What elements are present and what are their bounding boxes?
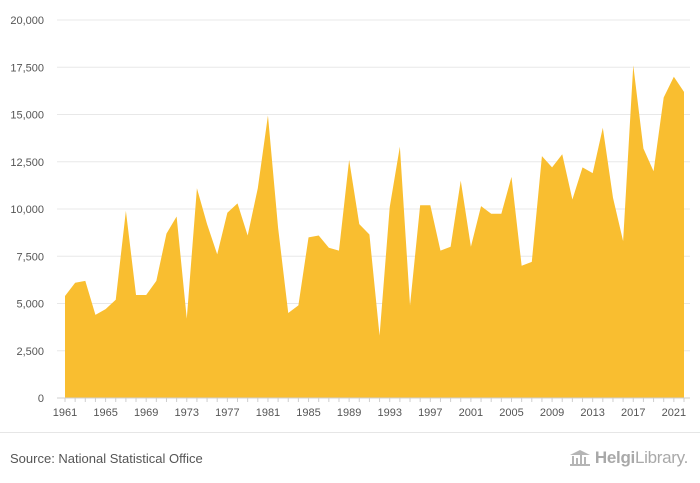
x-tick-label: 2005 <box>499 407 523 419</box>
x-tick-label: 2001 <box>459 407 483 419</box>
x-tick-label: 1977 <box>215 407 239 419</box>
x-tick-label: 1969 <box>134 407 158 419</box>
x-tick-label: 1981 <box>256 407 280 419</box>
x-tick-label: 1985 <box>296 407 320 419</box>
series-area <box>65 65 684 399</box>
x-tick-label: 1997 <box>418 407 442 419</box>
y-tick-label: 7,500 <box>16 251 44 263</box>
x-tick-label: 2013 <box>580 407 604 419</box>
y-tick-label: 5,000 <box>16 299 44 311</box>
chart-footer: Source: National Statistical Office Helg… <box>0 432 700 483</box>
brand-prefix: Helgi <box>594 448 635 467</box>
helgi-library-logo[interactable]: HelgiLibrary. <box>569 448 688 468</box>
x-tick-label: 1965 <box>93 407 117 419</box>
library-building-icon <box>569 450 590 466</box>
y-tick-label: 20,000 <box>10 15 44 27</box>
x-tick-label: 2017 <box>621 407 645 419</box>
x-tick-label: 1989 <box>337 407 361 419</box>
y-tick-label: 10,000 <box>10 204 44 216</box>
x-tick-label: 2009 <box>540 407 564 419</box>
y-axis-ticks: 0 2,500 5,000 7,500 10,000 12,500 15,000 17,500… <box>10 15 44 405</box>
y-tick-label: 15,000 <box>10 110 44 122</box>
y-tick-label: 2,500 <box>16 346 44 358</box>
footer-divider <box>0 432 700 433</box>
x-tick-label: 1993 <box>377 407 401 419</box>
area-chart: 0 2,500 5,000 7,500 10,000 12,500 15,000 17,500… <box>10 15 690 419</box>
x-axis-ticks: 1961 1965 1969 1973 1977 1981 1985 1989 1993 1997… <box>53 398 686 419</box>
y-tick-label: 12,500 <box>10 157 44 169</box>
source-note: Source: National Statistical Office <box>10 451 203 466</box>
brand-suffix: Library. <box>634 448 688 467</box>
y-tick-label: 17,500 <box>10 62 44 74</box>
x-tick-label: 1973 <box>175 407 199 419</box>
x-tick-label: 1961 <box>53 407 77 419</box>
x-tick-label: 2021 <box>662 407 686 419</box>
y-tick-label: 0 <box>38 393 44 405</box>
